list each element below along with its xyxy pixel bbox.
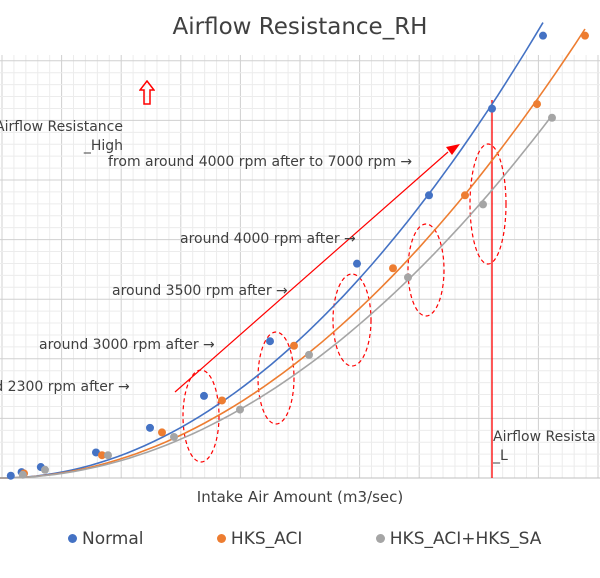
plot-area	[0, 22, 600, 480]
point-series1-1	[98, 451, 106, 460]
point-series0-9	[488, 104, 496, 113]
point-series0-4	[146, 423, 154, 432]
rpm-group-ellipse-3	[332, 273, 372, 367]
data-points	[6, 31, 589, 480]
point-series2-5	[305, 350, 313, 359]
point-series2-3	[170, 432, 178, 441]
point-series0-7	[353, 259, 361, 268]
point-series2-2	[104, 451, 112, 460]
legend-label-hks-aci-sa: HKS_ACI+HKS_SA	[389, 528, 542, 549]
point-series0-0	[6, 471, 15, 480]
annotation-3500rpm: around 3500 rpm after →	[112, 283, 288, 299]
grid	[0, 55, 600, 479]
point-series0-3	[92, 448, 100, 457]
point-series1-4	[290, 341, 298, 350]
chart-title: Airflow Resistance_RH	[172, 14, 428, 40]
annotation-low: Airflow Resista _L	[493, 428, 600, 466]
guides	[174, 100, 507, 478]
legend-marker-normal	[68, 534, 77, 543]
legend-item-hks-aci: HKS_ACI	[216, 528, 303, 549]
point-series1-3	[218, 396, 226, 405]
annotation-3000rpm: around 3000 rpm after →	[39, 337, 215, 353]
trend-curve-2	[0, 115, 553, 479]
point-series1-6	[461, 191, 469, 200]
rpm-group-ellipse-5	[469, 143, 507, 265]
point-series0-5	[200, 391, 208, 400]
annotation-4000rpm: around 4000 rpm after →	[180, 231, 356, 247]
trend-arrow-line	[174, 151, 449, 393]
point-series1-2	[158, 428, 166, 437]
point-series0-8	[425, 191, 433, 200]
rpm-group-ellipse-4	[407, 223, 445, 317]
legend-item-normal: Normal	[68, 529, 144, 549]
annotation-high-text: Airflow Resistance _High	[0, 119, 123, 154]
trend-arrowhead	[446, 144, 460, 155]
trend-curves	[0, 22, 586, 479]
legend-marker-hks-aci-sa	[375, 534, 385, 543]
rpm-group-ellipse-1	[182, 369, 220, 463]
annotation-2300rpm: around 2300 rpm after →	[0, 379, 160, 395]
annotation-high: Airflow Resistance _High	[0, 80, 123, 175]
annotation-2300rpm-text: around 2300 rpm after →	[0, 379, 130, 395]
point-series0-10	[539, 31, 547, 40]
trend-curve-0	[0, 22, 544, 479]
point-series2-7	[479, 200, 487, 209]
legend-marker-hks-aci	[216, 534, 226, 543]
point-series2-8	[548, 113, 556, 122]
legend-item-hks-aci-sa: HKS_ACI+HKS_SA	[375, 528, 542, 549]
trend-curve-1	[0, 28, 586, 479]
annotation-low-text: Airflow Resista _L	[493, 429, 596, 464]
legend: Normal HKS_ACI HKS_ACI+HKS_SA	[68, 528, 600, 549]
point-series2-6	[404, 273, 412, 282]
x-axis-label: Intake Air Amount (m3/sec)	[196, 488, 404, 506]
rpm-group-ellipse-2	[257, 331, 295, 425]
point-series2-0	[18, 470, 27, 479]
point-series1-5	[389, 264, 397, 273]
legend-label-normal: Normal	[82, 528, 144, 549]
legend-label-hks-aci: HKS_ACI	[230, 528, 303, 549]
point-series0-6	[266, 337, 274, 346]
point-series1-7	[533, 100, 541, 109]
point-series2-1	[41, 465, 49, 474]
point-series2-4	[236, 405, 244, 414]
annotation-7000rpm: from around 4000 rpm after to 7000 rpm →	[108, 154, 413, 170]
up-arrow-icon	[139, 80, 155, 105]
point-series1-8	[581, 31, 589, 40]
